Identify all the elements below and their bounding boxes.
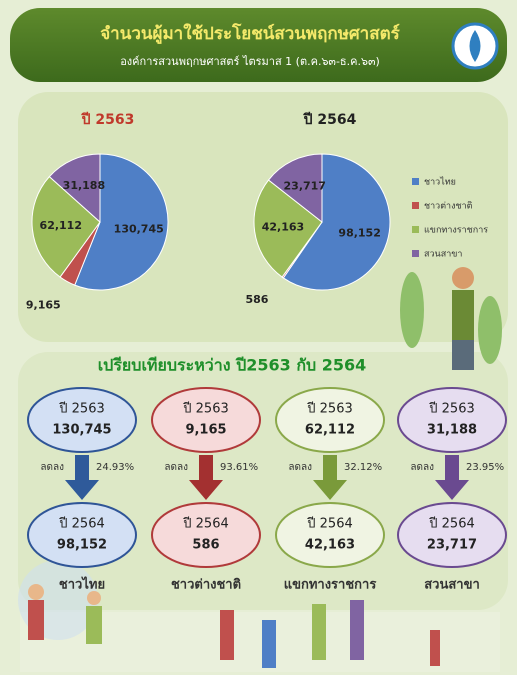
category-label: ชาวไทย bbox=[59, 576, 105, 593]
header-bar bbox=[10, 8, 507, 82]
value-ellipse bbox=[397, 387, 507, 453]
value-ellipse bbox=[275, 387, 385, 453]
change-label: ลดลง bbox=[164, 462, 188, 473]
down-arrow bbox=[189, 455, 223, 500]
legend-label: แขกทางราชการ bbox=[424, 226, 488, 236]
compare-title: เปรียบเทียบระหว่าง ปี2563 กับ 2564 bbox=[98, 356, 367, 375]
value-ellipse bbox=[27, 502, 137, 568]
slice-label: 130,745 bbox=[114, 222, 164, 235]
count-label: 586 bbox=[192, 538, 219, 553]
count-label: 130,745 bbox=[52, 423, 111, 438]
legend-label: ชาวไทย bbox=[424, 177, 456, 188]
pie-slice bbox=[267, 153, 323, 224]
compare-panel bbox=[18, 352, 508, 610]
percent-label: 24.93% bbox=[96, 462, 134, 473]
value-ellipse bbox=[275, 502, 385, 568]
year-label: ปี 2563 bbox=[58, 401, 104, 417]
slice-label: 31,188 bbox=[63, 179, 105, 192]
subtitle: องค์การสวนพฤกษศาสตร์ ไตรมาส 1 (ต.ค.๖๓-ธ.… bbox=[120, 55, 380, 68]
percent-label: 93.61% bbox=[220, 462, 258, 473]
slice-label: 62,112 bbox=[40, 219, 82, 232]
count-label: 98,152 bbox=[57, 538, 107, 553]
slice-label: 42,163 bbox=[262, 220, 304, 233]
down-arrow bbox=[435, 455, 469, 500]
change-label: ลดลง bbox=[288, 462, 312, 473]
percent-label: 23.95% bbox=[466, 462, 504, 473]
title: จำนวนผู้มาใช้ประโยชน์สวนพฤกษศาสตร์ bbox=[100, 23, 400, 45]
value-ellipse bbox=[151, 502, 261, 568]
pie-title: ปี 2564 bbox=[302, 112, 356, 128]
year-label: ปี 2564 bbox=[182, 516, 228, 532]
pie-slice bbox=[48, 153, 101, 224]
pie-slice bbox=[31, 175, 101, 278]
slice-label: 98,152 bbox=[338, 227, 380, 240]
pie-slice bbox=[282, 153, 391, 291]
down-arrow bbox=[65, 455, 99, 500]
year-label: ปี 2564 bbox=[306, 516, 352, 532]
pie-slice bbox=[253, 179, 323, 278]
year-label: ปี 2563 bbox=[306, 401, 352, 417]
legend-label: ชาวต่างชาติ bbox=[424, 201, 473, 212]
count-label: 23,717 bbox=[427, 538, 477, 553]
count-label: 62,112 bbox=[305, 423, 355, 438]
people-illustration bbox=[18, 267, 502, 672]
down-arrow bbox=[313, 455, 347, 500]
legend-swatch bbox=[412, 226, 419, 233]
logo-drop bbox=[469, 30, 481, 62]
pie-title: ปี 2563 bbox=[80, 112, 134, 128]
legend-swatch bbox=[412, 250, 419, 257]
count-label: 31,188 bbox=[427, 423, 477, 438]
percent-label: 32.12% bbox=[344, 462, 382, 473]
year-label: ปี 2564 bbox=[428, 516, 474, 532]
year-label: ปี 2564 bbox=[58, 516, 104, 532]
slice-label: 586 bbox=[245, 293, 268, 306]
pie-slice bbox=[74, 153, 169, 291]
value-ellipse bbox=[151, 387, 261, 453]
year-label: ปี 2563 bbox=[428, 401, 474, 417]
slice-label: 23,717 bbox=[284, 180, 326, 193]
category-label: แขกทางราชการ bbox=[284, 578, 377, 593]
legend-swatch bbox=[412, 178, 419, 185]
slice-label: 9,165 bbox=[26, 298, 61, 311]
change-label: ลดลง bbox=[410, 462, 434, 473]
year-label: ปี 2563 bbox=[182, 401, 228, 417]
count-label: 42,163 bbox=[305, 538, 355, 553]
legend-label: สวนสาขา bbox=[424, 250, 462, 260]
value-ellipse bbox=[27, 387, 137, 453]
category-label: ชาวต่างชาติ bbox=[171, 578, 241, 593]
legend-swatch bbox=[412, 202, 419, 209]
category-label: สวนสาขา bbox=[424, 578, 480, 593]
change-label: ลดลง bbox=[40, 462, 64, 473]
count-label: 9,165 bbox=[185, 423, 226, 438]
value-ellipse bbox=[397, 502, 507, 568]
